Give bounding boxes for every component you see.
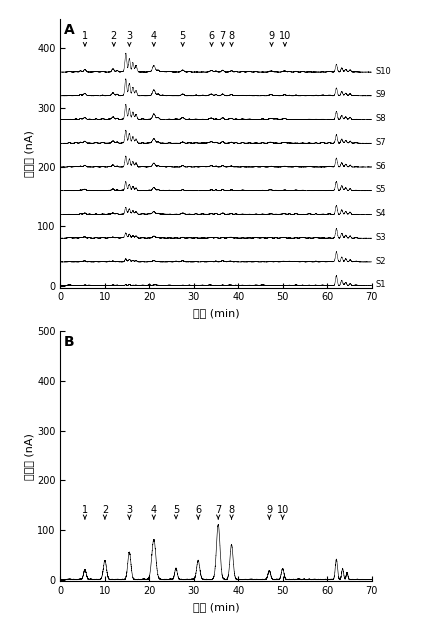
Text: S7: S7 <box>375 138 386 147</box>
Text: S5: S5 <box>375 186 386 194</box>
Text: A: A <box>64 22 74 37</box>
Text: 9: 9 <box>268 31 275 41</box>
Text: 5: 5 <box>173 505 179 515</box>
Text: S10: S10 <box>375 67 391 76</box>
Text: 5: 5 <box>180 31 186 41</box>
Text: 9: 9 <box>266 505 273 515</box>
Text: 7: 7 <box>219 31 226 41</box>
Text: S3: S3 <box>375 233 386 242</box>
Text: 10: 10 <box>276 505 289 515</box>
Text: 4: 4 <box>151 505 157 515</box>
Text: 2: 2 <box>111 31 117 41</box>
Text: S6: S6 <box>375 162 386 171</box>
Text: 10: 10 <box>279 31 291 41</box>
Text: 2: 2 <box>102 505 108 515</box>
Text: 6: 6 <box>195 505 201 515</box>
Text: 1: 1 <box>82 505 88 515</box>
Text: 7: 7 <box>215 505 221 515</box>
Text: B: B <box>64 335 74 349</box>
X-axis label: 时间 (min): 时间 (min) <box>193 308 239 318</box>
X-axis label: 时间 (min): 时间 (min) <box>193 602 239 612</box>
Text: S9: S9 <box>375 91 386 99</box>
Y-axis label: 响应値 (nA): 响应値 (nA) <box>24 129 34 176</box>
Text: 1: 1 <box>82 31 88 41</box>
Text: 8: 8 <box>229 31 235 41</box>
Text: S1: S1 <box>375 281 386 289</box>
Y-axis label: 响应値 (nA): 响应値 (nA) <box>24 432 34 480</box>
Text: S8: S8 <box>375 114 386 123</box>
Text: 6: 6 <box>209 31 215 41</box>
Text: S2: S2 <box>375 257 386 266</box>
Text: S4: S4 <box>375 209 386 218</box>
Text: 8: 8 <box>229 505 235 515</box>
Text: 3: 3 <box>126 505 133 515</box>
Text: 3: 3 <box>126 31 133 41</box>
Text: 4: 4 <box>151 31 157 41</box>
